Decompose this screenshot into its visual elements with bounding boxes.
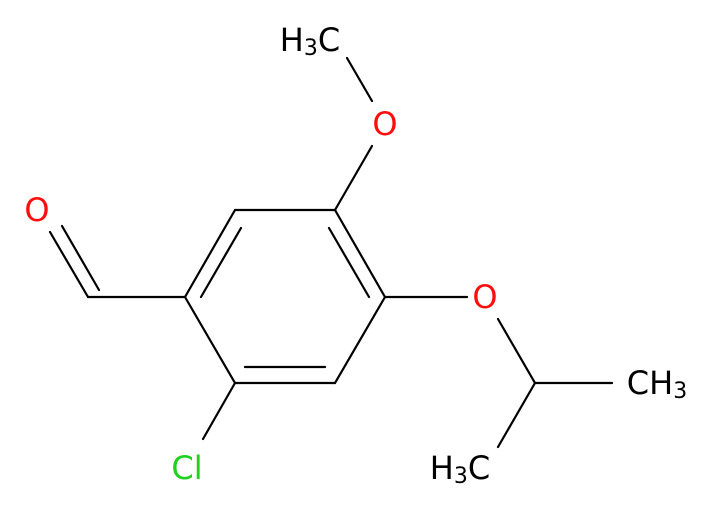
bond — [345, 56, 374, 103]
atom-text: C — [468, 449, 490, 487]
atom-text: CH — [627, 364, 673, 402]
bond — [333, 208, 387, 299]
bond — [201, 381, 237, 441]
bond — [496, 381, 537, 449]
atom-label: O — [472, 278, 497, 316]
atom-text: C — [318, 21, 340, 59]
atom-label: O — [372, 105, 397, 143]
atom-label: H3C — [280, 21, 340, 61]
bond — [327, 226, 371, 299]
atom-text: Cl — [171, 449, 202, 487]
atom-text: O — [24, 191, 49, 229]
bond — [199, 226, 243, 299]
atom-text: H — [430, 449, 454, 487]
atom-label: CH3 — [627, 364, 687, 404]
bond — [48, 230, 90, 299]
bond — [183, 295, 237, 385]
bonds — [48, 56, 614, 449]
bond — [333, 144, 374, 212]
atom-label: O — [24, 191, 49, 229]
atom-subscript: 3 — [454, 464, 468, 489]
bond — [333, 295, 387, 385]
bond — [496, 317, 537, 385]
atom-text: O — [472, 278, 497, 316]
bond — [60, 224, 101, 292]
bond — [183, 208, 237, 299]
atom-subscript: 3 — [304, 36, 318, 61]
atom-text: O — [372, 105, 397, 143]
atom-text: H — [280, 21, 304, 59]
atom-subscript: 3 — [673, 379, 687, 404]
atom-label: Cl — [171, 449, 202, 487]
atom-label: H3C — [430, 449, 490, 489]
